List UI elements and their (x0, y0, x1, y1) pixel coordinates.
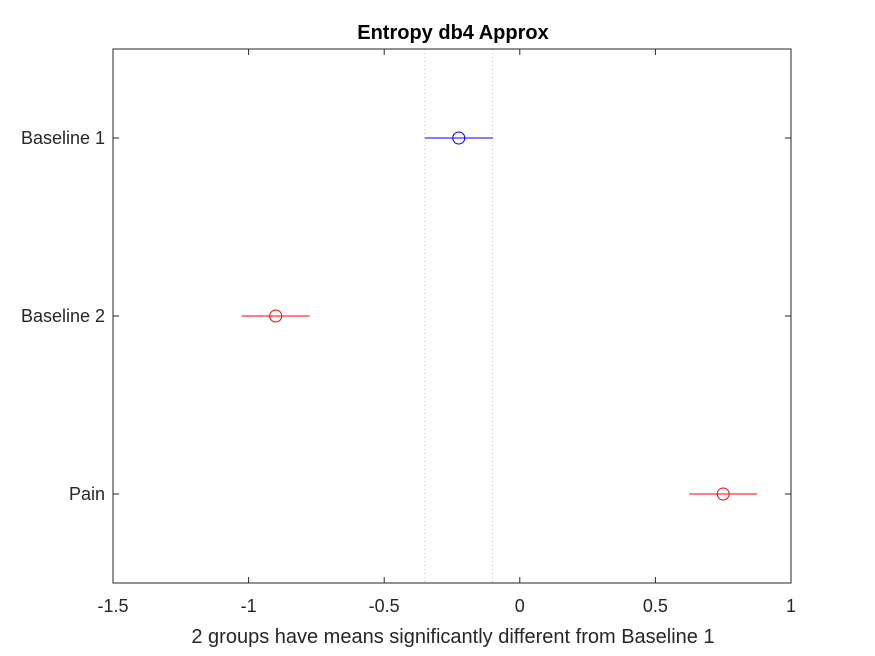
group-marker[interactable] (424, 131, 493, 145)
x-tick-label: 0 (515, 596, 525, 616)
plot-frame (112, 48, 792, 584)
group-mean-point (716, 487, 730, 501)
y-tick-label: Baseline 2 (21, 306, 105, 326)
x-tick-label: -0.5 (369, 596, 400, 616)
y-tick-label: Pain (69, 484, 105, 504)
group-marker[interactable] (241, 309, 310, 323)
x-tick-label: 0.5 (643, 596, 668, 616)
y-axis: Baseline 1 Baseline 2 Pain (21, 128, 791, 504)
x-tick-label: -1.5 (97, 596, 128, 616)
x-axis: -1.5 -1 -0.5 0 0.5 1 (97, 49, 796, 616)
chart-title: Entropy db4 Approx (357, 22, 548, 44)
x-tick-label: -1 (241, 596, 257, 616)
group-interval-markers (241, 131, 758, 501)
x-tick-label: 1 (786, 596, 796, 616)
plot-area (113, 49, 791, 583)
group-mean-point (452, 131, 466, 145)
group-marker[interactable] (689, 487, 758, 501)
group-mean-point (269, 309, 283, 323)
x-axis-label: 2 groups have means significantly differ… (191, 626, 714, 648)
y-tick-label: Baseline 1 (21, 128, 105, 148)
